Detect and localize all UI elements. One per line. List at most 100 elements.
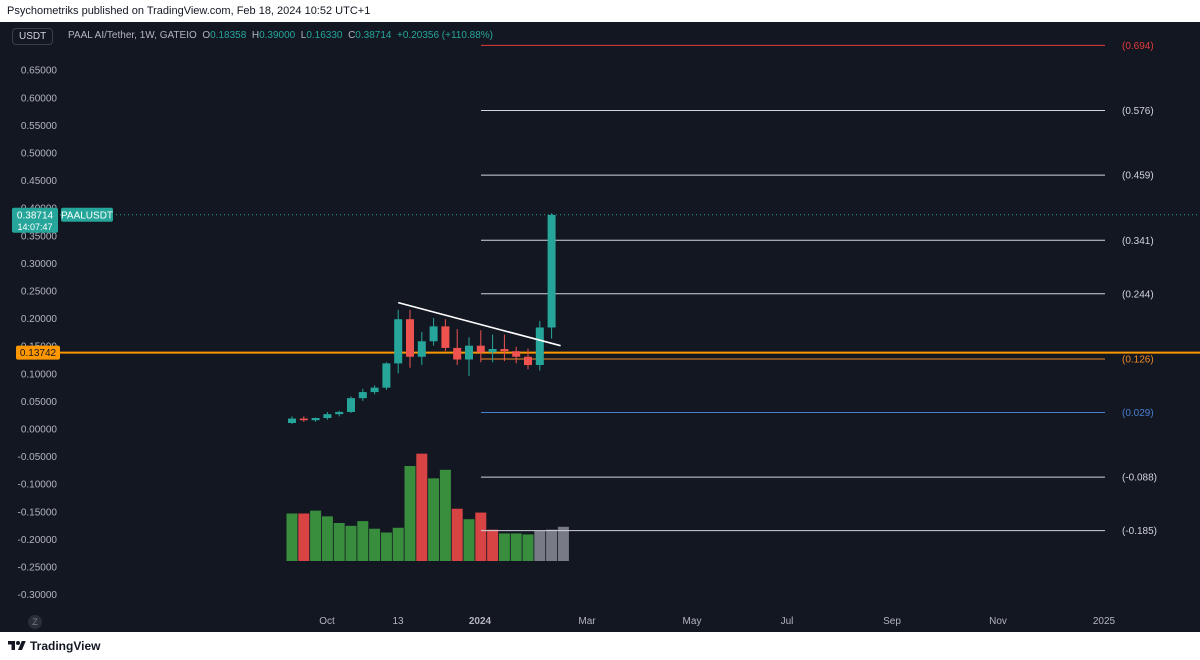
legend-change: +0.20356 (+110.88%) xyxy=(397,30,494,41)
y-axis-tick-label: 0.45000 xyxy=(21,176,58,187)
x-axis-tick-label: 2024 xyxy=(469,616,492,627)
y-axis-tick-label: 0.00000 xyxy=(21,425,58,436)
x-axis-tick-label: Oct xyxy=(319,616,335,627)
volume-bar xyxy=(380,532,392,561)
candle-body xyxy=(370,387,379,393)
footer-bar: TradingView xyxy=(0,632,1200,660)
y-axis-tick-label: 0.30000 xyxy=(21,259,58,270)
volume-bar xyxy=(404,466,416,561)
y-axis-tick-label: -0.10000 xyxy=(18,480,58,491)
fib-level-label: (0.029) xyxy=(1122,408,1154,419)
last-price-tag xyxy=(12,207,58,233)
candle-body xyxy=(500,349,509,352)
x-axis-tick-label: Mar xyxy=(578,616,596,627)
support-price-label: 0.13742 xyxy=(20,348,57,359)
candle-body xyxy=(347,398,355,412)
fib-level-label: (0.694) xyxy=(1122,41,1154,52)
currency-button[interactable]: USDT xyxy=(12,28,54,45)
legend-high-label: H xyxy=(251,30,260,41)
footer-brand: TradingView xyxy=(30,639,101,653)
volume-bar xyxy=(546,529,558,561)
volume-bar xyxy=(498,533,510,561)
symbol-tag-label: PAALUSDT xyxy=(61,210,113,221)
y-axis-tick-label: -0.05000 xyxy=(18,452,58,463)
volume-bar xyxy=(298,513,310,561)
candle-body xyxy=(335,411,344,415)
y-axis-tick-label: 0.50000 xyxy=(21,149,58,160)
support-price-tag xyxy=(16,345,60,360)
candle-body xyxy=(524,356,532,366)
fib-level-label: (-0.185) xyxy=(1122,526,1157,537)
volume-bar xyxy=(510,533,522,561)
volume-bar xyxy=(310,510,322,561)
x-axis-tick-label: Nov xyxy=(989,616,1007,627)
volume-bar xyxy=(357,521,369,561)
y-axis-tick-label: -0.30000 xyxy=(18,590,58,601)
legend-open-label: O xyxy=(202,30,211,41)
publish-header: Psychometriks published on TradingView.c… xyxy=(0,0,1200,22)
candle-body xyxy=(417,341,426,357)
y-axis-tick-label: 0.20000 xyxy=(21,314,58,325)
y-axis-tick-label: -0.15000 xyxy=(18,507,58,518)
volume-bar xyxy=(392,527,404,561)
legend-symbol: PAAL AI/Tether, 1W, GATEIO xyxy=(68,30,197,41)
bar-countdown-label: 14:07:47 xyxy=(17,222,52,232)
candle-body xyxy=(394,319,403,364)
y-axis-tick-label: 0.55000 xyxy=(21,121,58,132)
volume-bar xyxy=(522,534,534,561)
tradingview-logo-icon xyxy=(8,641,26,650)
candle-body xyxy=(382,363,391,388)
symbol-legend: PAAL AI/Tether, 1W, GATEIO O0.18358 H0.3… xyxy=(68,30,493,41)
candle-body xyxy=(299,418,308,421)
y-axis-tick-label: 0.65000 xyxy=(21,66,58,77)
volume-bar xyxy=(321,516,333,561)
zoom-button[interactable]: Z xyxy=(28,615,42,629)
candle-body xyxy=(441,326,450,348)
x-axis-tick-label: Sep xyxy=(883,616,901,627)
candle-body xyxy=(465,345,473,360)
candle-body xyxy=(547,214,556,328)
fib-level-label: (0.244) xyxy=(1122,289,1154,300)
volume-bar xyxy=(557,526,569,561)
fib-level-label: (0.576) xyxy=(1122,106,1154,117)
volume-bar xyxy=(451,508,463,561)
candle-body xyxy=(453,347,462,360)
candle-body xyxy=(476,345,485,353)
volume-bar xyxy=(286,513,298,561)
legend-low-value: 0.16330 xyxy=(306,30,343,41)
y-axis-tick-label: 0.35000 xyxy=(21,231,58,242)
y-axis-tick-label: 0.60000 xyxy=(21,93,58,104)
fib-level-label: (0.459) xyxy=(1122,171,1154,182)
y-axis-tick-label: -0.20000 xyxy=(18,535,58,546)
y-axis-tick-label: 0.25000 xyxy=(21,287,58,298)
volume-bar xyxy=(345,525,357,561)
volume-bar xyxy=(439,469,451,561)
y-axis-tick-label: 0.10000 xyxy=(21,369,58,380)
price-chart-svg[interactable]: 0.650000.600000.550000.500000.450000.400… xyxy=(0,22,1200,632)
candle-body xyxy=(288,418,296,423)
candle-body xyxy=(311,418,320,421)
volume-bar xyxy=(416,453,428,561)
volume-bar xyxy=(487,529,499,561)
candle-body xyxy=(323,414,332,419)
candle-body xyxy=(535,327,544,366)
candle-body xyxy=(488,349,497,353)
candle-body xyxy=(429,326,438,342)
volume-bar xyxy=(369,528,381,561)
x-axis-tick-label: 2025 xyxy=(1093,616,1116,627)
x-axis-tick-label: 13 xyxy=(392,616,404,627)
candle-body xyxy=(512,351,521,357)
y-axis-tick-label: 0.05000 xyxy=(21,397,58,408)
candle-body xyxy=(406,319,414,357)
chart-area[interactable]: 0.650000.600000.550000.500000.450000.400… xyxy=(0,22,1200,632)
legend-low-label: L xyxy=(300,30,307,41)
x-axis-tick-label: May xyxy=(683,616,702,627)
publish-text: Psychometriks published on TradingView.c… xyxy=(7,5,371,17)
fib-level-label: (0.341) xyxy=(1122,236,1154,247)
last-price-label: 0.38714 xyxy=(17,210,54,221)
symbol-tag xyxy=(61,207,113,222)
volume-bar xyxy=(475,512,487,561)
legend-close-value: 0.38714 xyxy=(355,30,392,41)
fib-level-label: (-0.088) xyxy=(1122,473,1157,484)
volume-bar xyxy=(534,530,546,561)
